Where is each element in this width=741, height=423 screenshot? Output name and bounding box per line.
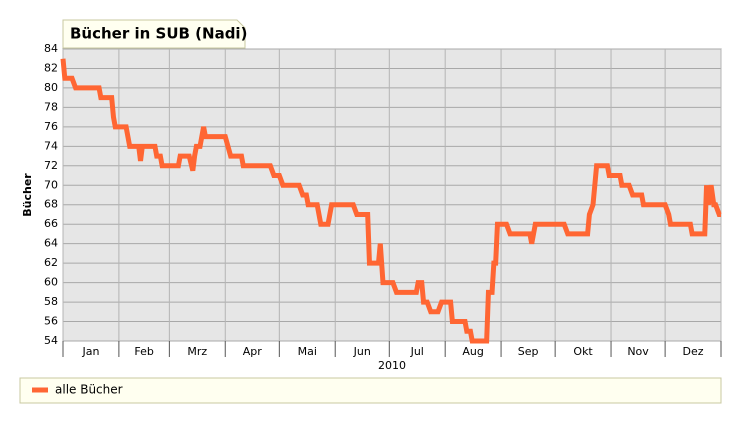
x-axis-label: 2010 bbox=[378, 359, 406, 372]
y-tick-label: 68 bbox=[44, 198, 58, 211]
x-tick-label: Jan bbox=[81, 345, 99, 358]
y-tick-label: 74 bbox=[44, 139, 58, 152]
y-tick-label: 56 bbox=[44, 315, 58, 328]
x-tick-label: Sep bbox=[518, 345, 539, 358]
y-axis-label: Bücher bbox=[21, 173, 34, 217]
y-tick-label: 80 bbox=[44, 81, 58, 94]
x-tick-label: Jun bbox=[353, 345, 371, 358]
y-tick-label: 76 bbox=[44, 120, 58, 133]
x-tick-label: Feb bbox=[134, 345, 153, 358]
y-tick-label: 70 bbox=[44, 178, 58, 191]
x-tick-label: Apr bbox=[243, 345, 263, 358]
y-tick-label: 78 bbox=[44, 100, 58, 113]
data-line bbox=[60, 58, 722, 344]
y-tick-label: 72 bbox=[44, 159, 58, 172]
title-tab bbox=[62, 19, 246, 49]
y-tick-label: 66 bbox=[44, 217, 58, 230]
x-tick-label: Dez bbox=[683, 345, 704, 358]
y-tick-label: 64 bbox=[44, 237, 58, 250]
legend bbox=[19, 377, 722, 404]
x-tick-label: Nov bbox=[627, 345, 649, 358]
y-tick-label: 58 bbox=[44, 295, 58, 308]
x-tick-label: Mai bbox=[298, 345, 317, 358]
plot-area bbox=[62, 48, 722, 342]
y-tick-label: 84 bbox=[44, 42, 58, 55]
y-tick-label: 82 bbox=[44, 61, 58, 74]
y-tick-label: 62 bbox=[44, 256, 58, 269]
x-tick-label: Aug bbox=[462, 345, 483, 358]
y-tick-label: 54 bbox=[44, 334, 58, 347]
x-tick-label: Okt bbox=[573, 345, 593, 358]
chart-title: Bücher in SUB (Nadi) bbox=[70, 25, 247, 43]
x-tick-label: Jul bbox=[410, 345, 424, 358]
legend-label: alle Bücher bbox=[55, 383, 123, 397]
x-tick-label: Mrz bbox=[187, 345, 207, 358]
y-tick-label: 60 bbox=[44, 276, 58, 289]
